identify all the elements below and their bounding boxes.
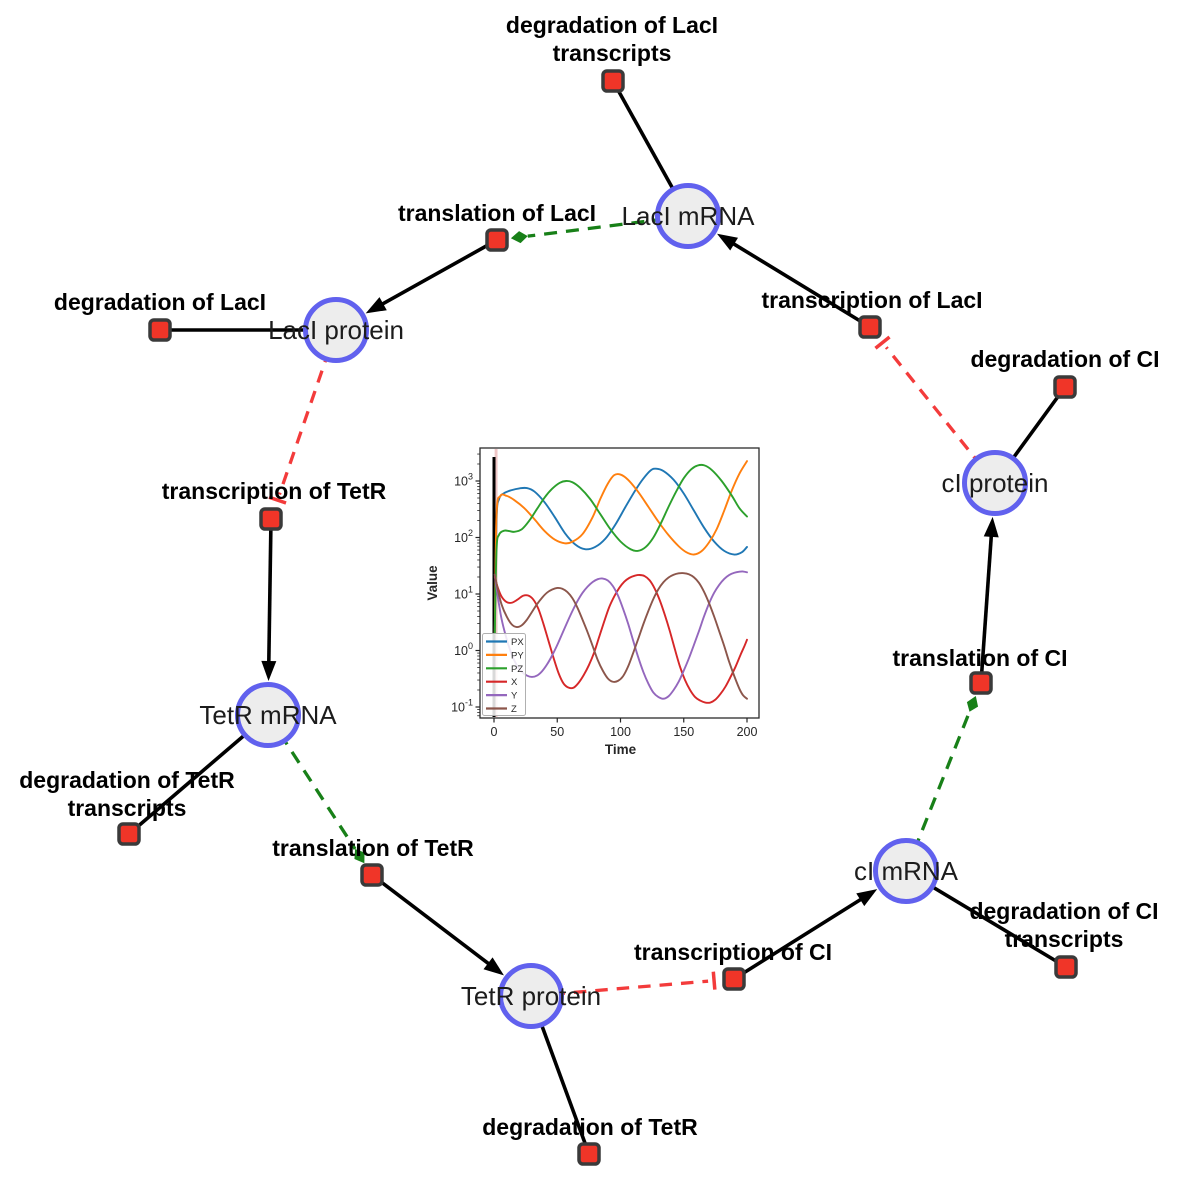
species-label-laci_protein: LacI protein bbox=[268, 315, 404, 345]
species-label-ci_mrna: cI mRNA bbox=[854, 856, 959, 886]
species-label-tetr_mrna: TetR mRNA bbox=[199, 700, 337, 730]
species-node-laci_mrna[interactable] bbox=[655, 183, 721, 249]
species-node-ci_mrna[interactable] bbox=[873, 838, 939, 904]
reaction-node-transl_ci[interactable] bbox=[969, 671, 993, 695]
x-tick-label: 0 bbox=[491, 725, 498, 739]
y-tick-label: 100 bbox=[454, 641, 473, 658]
reaction-node-tx_tetr[interactable] bbox=[259, 507, 283, 531]
reaction-node-deg_ci[interactable] bbox=[1053, 375, 1077, 399]
species-label-ci_protein: cI protein bbox=[942, 468, 1049, 498]
reaction-node-deg_laci_tx[interactable] bbox=[601, 69, 625, 93]
edge-tx_laci-laci_mrna bbox=[729, 240, 871, 329]
modifier-arrowhead-edge-ci_mrna-transl_ci bbox=[966, 696, 979, 712]
arrowhead-edge-transl_laci-laci_protein bbox=[365, 297, 387, 314]
reaction-label-deg_laci: degradation of LacI bbox=[54, 289, 266, 315]
species-label-laci_mrna: LacI mRNA bbox=[622, 201, 756, 231]
legend-label-PY: PY bbox=[511, 650, 524, 661]
inhibitor-bar-edge-tetr_protein-tx_ci bbox=[711, 971, 717, 990]
series-line-PZ bbox=[493, 463, 748, 635]
reaction-label-deg_ci_tx: degradation of CI transcripts bbox=[969, 898, 1158, 952]
reaction-label-deg_laci_tx: degradation of LacI transcripts bbox=[506, 12, 718, 66]
reaction-label-transl_ci: translation of CI bbox=[892, 645, 1067, 671]
y-tick-label: 103 bbox=[454, 472, 473, 489]
species-node-tetr_mrna[interactable] bbox=[235, 682, 301, 748]
legend-label-PZ: PZ bbox=[511, 664, 523, 675]
y-tick-label: 102 bbox=[454, 528, 473, 545]
reaction-node-tx_ci[interactable] bbox=[722, 967, 746, 991]
timeseries-inset-chart: 0 50 100 150 200 10-1 100 101 102 103 Time Value PX P… bbox=[425, 447, 760, 757]
y-tick-label: 101 bbox=[454, 585, 473, 602]
reaction-node-deg_ci_tx[interactable] bbox=[1054, 955, 1078, 979]
edge-tx_ci-ci_mrna bbox=[733, 896, 865, 981]
reaction-label-deg_ci: degradation of CI bbox=[970, 346, 1159, 372]
legend-label-PX: PX bbox=[511, 637, 524, 648]
modifier-arrowhead-edge-laci_mrna-transl_laci bbox=[510, 231, 528, 244]
series-line-PY bbox=[493, 460, 748, 635]
reaction-label-tx_ci: transcription of CI bbox=[634, 939, 832, 965]
plot-frame bbox=[479, 447, 760, 719]
species-node-tetr_protein[interactable] bbox=[498, 963, 564, 1029]
labels-layer: LacI mRNA LacI protein cI protein TetR mRNA… bbox=[19, 12, 1159, 1140]
legend-label-Z: Z bbox=[511, 704, 517, 715]
legend-label-X: X bbox=[511, 677, 518, 688]
arrowhead-edge-transl_ci-ci_protein bbox=[983, 516, 999, 538]
arrowhead-edge-tx_laci-laci_mrna bbox=[717, 233, 739, 251]
edge-transl_laci-laci_protein bbox=[378, 238, 498, 308]
y-tick-label: 10-1 bbox=[451, 698, 473, 715]
reaction-node-transl_tetr[interactable] bbox=[360, 863, 384, 887]
series-line-Z bbox=[493, 572, 748, 700]
species-node-ci_protein[interactable] bbox=[962, 450, 1028, 516]
reaction-label-transl_laci: translation of LacI bbox=[398, 200, 596, 226]
arrowhead-edge-transl_tetr-tetr_protein bbox=[483, 957, 504, 976]
edge-tx_tetr-tetr_mrna bbox=[266, 518, 273, 666]
edge-transl_tetr-tetr_protein bbox=[370, 873, 493, 968]
series-line-PX bbox=[493, 467, 748, 635]
nodes-layer bbox=[117, 69, 1078, 1166]
y-axis-label: Value bbox=[425, 565, 440, 601]
x-tick-label: 200 bbox=[737, 725, 758, 739]
reaction-node-deg_laci[interactable] bbox=[148, 318, 172, 342]
reaction-node-tx_laci[interactable] bbox=[858, 315, 882, 339]
reaction-node-deg_tetr[interactable] bbox=[577, 1142, 601, 1166]
series-line-Y bbox=[493, 570, 748, 700]
reaction-label-tx_laci: transcription of LacI bbox=[761, 287, 982, 313]
reaction-node-transl_laci[interactable] bbox=[485, 228, 509, 252]
reaction-label-tx_tetr: transcription of TetR bbox=[162, 478, 387, 504]
inhibitor-bar-edge-laci_protein-tx_tetr bbox=[268, 495, 287, 505]
modifier-arrowhead-edge-tetr_mrna-transl_tetr bbox=[354, 849, 365, 864]
x-axis-label: Time bbox=[605, 742, 637, 757]
species-node-laci_protein[interactable] bbox=[303, 297, 369, 363]
series-line-X bbox=[493, 574, 748, 704]
inhibitor-bar-edge-ci_protein-tx_laci bbox=[874, 335, 891, 350]
x-tick-label: 50 bbox=[550, 725, 564, 739]
edge-transl_ci-ci_protein bbox=[979, 532, 994, 684]
reaction-node-deg_tetr_tx[interactable] bbox=[117, 822, 141, 846]
legend-label-Y: Y bbox=[511, 691, 518, 702]
species-label-tetr_protein: TetR protein bbox=[461, 981, 601, 1011]
reaction-label-transl_tetr: translation of TetR bbox=[272, 835, 474, 861]
reaction-label-deg_tetr: degradation of TetR bbox=[482, 1114, 698, 1140]
reaction-label-deg_tetr_tx: degradation of TetR transcripts bbox=[19, 767, 235, 821]
arrowhead-edge-tx_tetr-tetr_mrna bbox=[261, 660, 277, 682]
arrowhead-edge-tx_ci-ci_mrna bbox=[856, 889, 878, 907]
x-tick-label: 100 bbox=[610, 725, 631, 739]
x-tick-label: 150 bbox=[673, 725, 694, 739]
